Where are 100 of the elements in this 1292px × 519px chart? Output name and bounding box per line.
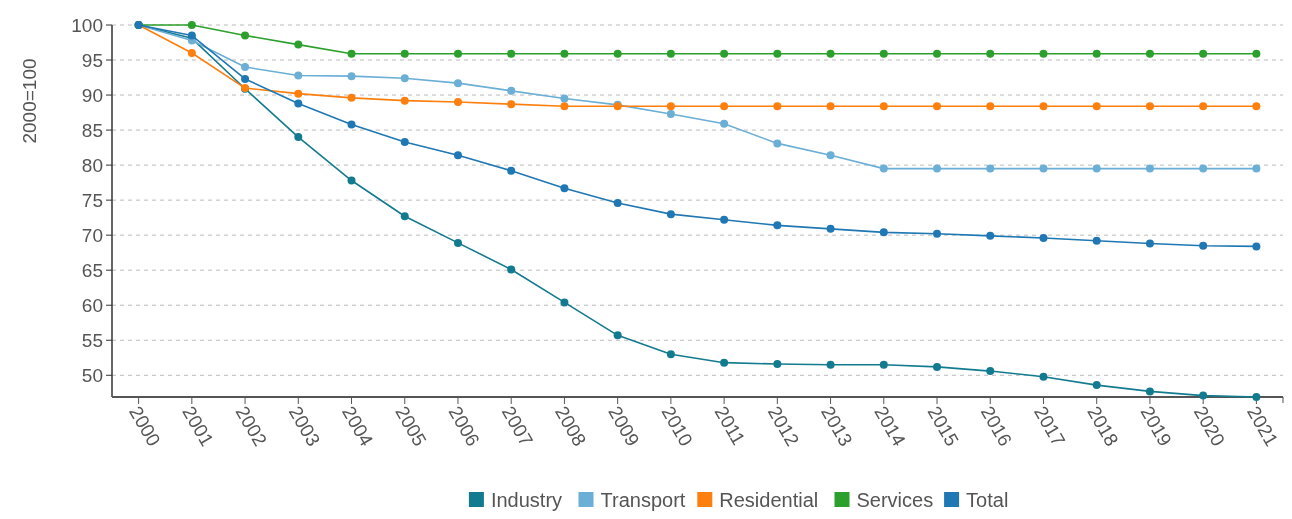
point [1252,102,1261,111]
point [1039,372,1048,381]
point [933,49,942,58]
point [986,49,995,58]
point [507,265,516,274]
point [1252,49,1261,58]
point [986,231,995,240]
point [773,221,782,230]
point [1092,49,1101,58]
point [187,49,196,58]
point [613,49,622,58]
y-tick-label: 90 [81,84,103,106]
point [294,71,303,80]
point [720,358,729,367]
point [826,151,835,160]
point [400,212,409,221]
y-tick-label: 65 [81,259,103,281]
legend-label: Industry [490,489,563,511]
point [826,49,835,58]
point [347,49,356,58]
point [453,238,462,247]
point [1039,233,1048,242]
point [294,89,303,98]
point [507,166,516,175]
point [453,49,462,58]
point [666,109,675,118]
point [453,79,462,88]
point [773,360,782,369]
point [773,139,782,148]
point [1092,236,1101,245]
point [1199,164,1208,173]
point [1039,102,1048,111]
point [879,164,888,173]
point [613,198,622,207]
point [560,102,569,111]
point [294,40,303,49]
point [560,49,569,58]
point [347,72,356,81]
point [879,49,888,58]
legend-label: Transport [600,489,686,511]
point [1199,391,1208,400]
point [507,100,516,109]
point [879,228,888,237]
point [666,350,675,359]
point [666,102,675,111]
point [879,102,888,111]
point [986,164,995,173]
point [294,133,303,142]
point [347,120,356,129]
point [933,229,942,238]
y-tick-label: 50 [81,364,103,386]
point [666,210,675,219]
point [1199,102,1208,111]
point [1092,102,1101,111]
y-tick-label: 95 [81,49,103,71]
point [1145,239,1154,248]
point [187,21,196,29]
point [826,360,835,369]
point [1145,49,1154,58]
point [1039,49,1048,58]
point [933,164,942,173]
point [933,102,942,111]
point [1145,102,1154,111]
point [1252,164,1261,173]
point [347,93,356,102]
point [453,98,462,107]
y-tick-label: 75 [81,189,103,211]
point [986,102,995,111]
point [720,215,729,224]
point [933,362,942,371]
legend-label: Residential [719,489,819,511]
point [613,331,622,340]
point [241,74,250,83]
point [1092,381,1101,390]
point [347,176,356,185]
point [294,99,303,108]
y-tick-label: 85 [81,119,103,141]
point [241,31,250,40]
point [560,94,569,103]
point [1145,164,1154,173]
point [1199,49,1208,58]
point [826,102,835,111]
point [1252,242,1261,251]
y-tick-label: 100 [71,14,103,36]
point [826,224,835,233]
y-tick-label: 60 [81,294,103,316]
y-tick-label: 70 [81,224,103,246]
point [1252,393,1261,401]
y-tick-label: 80 [81,154,103,176]
point [879,360,888,369]
point [773,102,782,111]
point [400,96,409,105]
point [1199,241,1208,250]
point [400,49,409,58]
point [400,137,409,146]
point [507,86,516,95]
point [720,102,729,111]
y-tick-label: 55 [81,329,103,351]
point [720,119,729,128]
point [560,298,569,307]
